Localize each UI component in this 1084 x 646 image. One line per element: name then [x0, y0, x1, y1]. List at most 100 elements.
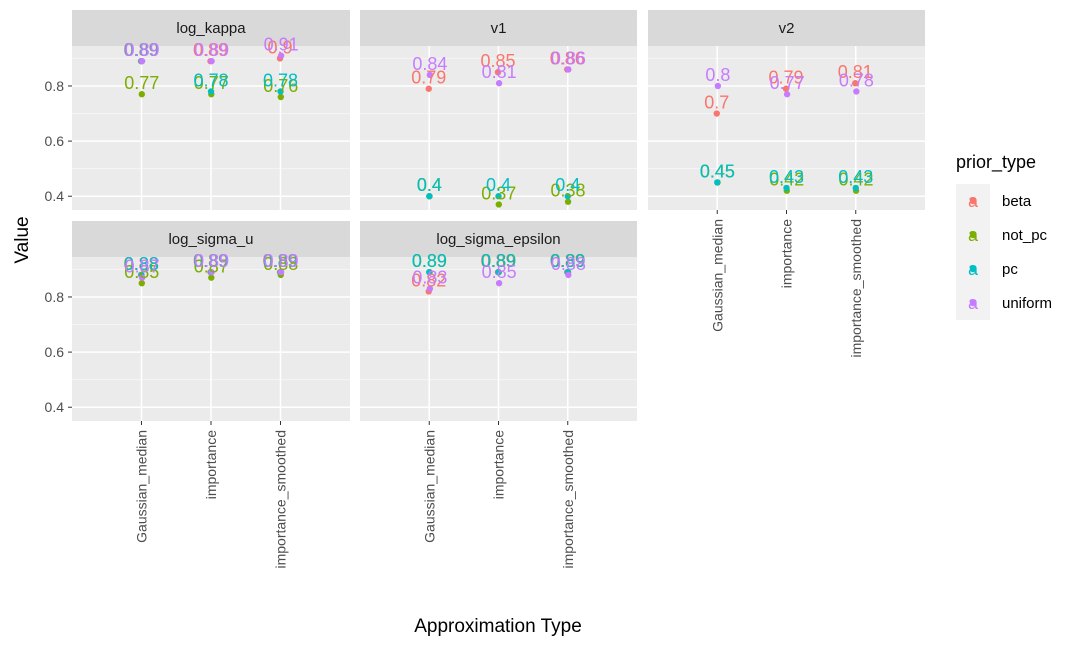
point-label-v1-pc-gaussian-median: 0.4: [417, 175, 442, 195]
point-label-log-sigma-epsilon-uniform-importance-smoothed: 0.88: [551, 254, 586, 274]
point-v2-uniform-importance: [783, 91, 791, 98]
point-v2-beta-importance-smoothed: [852, 80, 859, 87]
strip-v2: [648, 10, 925, 46]
point-v1-uniform-importance: [495, 80, 503, 87]
point-label-log-sigma-epsilon-beta-gaussian-median: 0.82: [411, 270, 446, 290]
y-tick-label: 0.6: [45, 133, 65, 149]
point-v2-pc-importance-smoothed: [852, 184, 859, 192]
point-label-log-sigma-u-beta-importance-smoothed: 0.89: [262, 251, 297, 271]
point-v1-pc-gaussian-median: [426, 193, 433, 200]
point-v2-pc-importance: [783, 184, 790, 192]
x-tick-label-importance: importance: [491, 430, 507, 499]
legend-label-pc: pc: [1002, 261, 1018, 278]
point-label-log-kappa-pc-gaussian-median: 0.89: [124, 40, 159, 60]
point-log-sigma-u-not_pc-gaussian-median: [138, 279, 145, 287]
x-axis-title: Approximation Type: [414, 616, 582, 637]
legend-key-glyph: a: [968, 225, 979, 245]
x-tick-label-importance: importance: [779, 219, 795, 288]
point-label-log-sigma-u-not_pc-importance: 0.87: [194, 257, 229, 277]
legend-key-glyph: a: [968, 293, 979, 313]
point-log-sigma-u-uniform-importance: [208, 268, 215, 276]
point-label-log-sigma-epsilon-not_pc-importance-smoothed: 0.89: [551, 251, 586, 271]
point-label-log-sigma-u-uniform-importance-smoothed: 0.89: [264, 251, 299, 271]
strip-log-kappa: [72, 10, 350, 46]
panel-log-kappa: log_kappa 0.4 0.6 0.8: [45, 10, 350, 210]
panel-log-sigma-epsilon: log_sigma_epsilon Gaussian_median importan…: [360, 221, 637, 569]
point-label-v2-beta-importance: 0.79: [768, 68, 803, 88]
point-log-sigma-u-uniform-gaussian-median: [138, 274, 146, 281]
strip-log-sigma-u: [72, 221, 350, 257]
point-label-log-sigma-epsilon-pc-gaussian-median: 0.89: [412, 251, 447, 271]
point-label-log-kappa-not_pc-importance-smoothed: 0.76: [263, 76, 298, 96]
point-label-log-kappa-uniform-importance-smoothed: 0.91: [264, 35, 299, 55]
legend-item-beta: a beta: [956, 184, 1032, 218]
legend-key-point: [969, 231, 977, 239]
point-label-v1-uniform-importance-smoothed: 0.86: [551, 48, 586, 68]
point-log-kappa-uniform-importance: [208, 57, 215, 65]
legend-key-point: [969, 299, 977, 307]
point-log-kappa-not_pc-gaussian-median: [138, 91, 145, 98]
point-label-log-kappa-not_pc-importance: 0.77: [194, 73, 229, 93]
point-log-sigma-epsilon-pc-gaussian-median: [426, 268, 433, 276]
point-log-sigma-epsilon-uniform-gaussian-median: [426, 285, 434, 292]
point-label-v2-beta-importance-smoothed: 0.81: [838, 62, 873, 82]
legend-label-not-pc: not_pc: [1002, 227, 1048, 244]
point-label-log-sigma-u-uniform-importance: 0.89: [194, 251, 229, 271]
point-label-v2-uniform-importance: 0.77: [770, 73, 805, 93]
point-label-log-sigma-epsilon-pc-importance-smoothed: 0.89: [550, 251, 585, 271]
y-tick-label: 0.4: [45, 399, 65, 415]
point-log-kappa-pc-importance: [207, 88, 215, 95]
y-tick-label: 0.4: [45, 188, 65, 204]
point-label-v2-not_pc-importance-smoothed: 0.42: [839, 170, 874, 190]
strip-log-sigma-epsilon: [360, 221, 637, 257]
point-label-log-sigma-u-not_pc-gaussian-median: 0.85: [124, 262, 159, 282]
point-label-log-sigma-u-pc-importance-smoothed: 0.89: [263, 251, 298, 271]
legend-label-beta: beta: [1002, 193, 1032, 210]
point-label-log-kappa-uniform-importance: 0.89: [194, 40, 229, 60]
point-label-log-sigma-epsilon-pc-importance: 0.89: [481, 251, 516, 271]
point-label-log-kappa-beta-importance-smoothed: 0.9: [267, 37, 292, 57]
point-label-log-kappa-uniform-gaussian-median: 0.89: [125, 40, 160, 60]
point-v1-beta-gaussian-median: [425, 85, 432, 92]
strip-label-log-kappa: log_kappa: [176, 20, 246, 37]
point-label-v2-pc-importance-smoothed: 0.43: [838, 167, 873, 187]
point-label-log-sigma-epsilon-not_pc-gaussian-median: 0.89: [412, 251, 447, 271]
point-label-v1-not_pc-importance-smoothed: 0.38: [551, 181, 586, 201]
legend-item-pc: a pc: [956, 252, 1018, 286]
point-label-v2-uniform-gaussian-median: 0.8: [705, 65, 730, 85]
point-label-log-sigma-epsilon-uniform-gaussian-median: 0.83: [412, 268, 447, 288]
point-label-v1-uniform-gaussian-median: 0.84: [412, 54, 447, 74]
strip-label-log-sigma-epsilon: log_sigma_epsilon: [436, 231, 560, 248]
panel-v2: v2 Gaussian_median importance importance_sm…: [648, 10, 925, 358]
point-label-v2-not_pc-gaussian-median: 0.45: [700, 161, 735, 181]
y-tick-label: 0.6: [45, 344, 65, 360]
point-log-sigma-epsilon-uniform-importance: [495, 279, 503, 287]
point-v2-pc-gaussian-median: [714, 179, 721, 186]
legend-item-not-pc: a not_pc: [956, 218, 1048, 252]
point-log-kappa-not_pc-importance-smoothed: [277, 93, 284, 101]
point-label-log-sigma-epsilon-not_pc-importance: 0.89: [481, 251, 516, 271]
strip-label-v1: v1: [491, 20, 507, 37]
point-v1-beta-importance: [494, 68, 502, 76]
point-label-v2-pc-importance: 0.43: [769, 167, 804, 187]
point-v2-beta-importance: [782, 85, 790, 92]
point-label-v2-not_pc-importance: 0.42: [769, 170, 804, 190]
point-log-kappa-pc-importance-smoothed: [277, 88, 284, 95]
x-tick-label-importance-smoothed: importance_smoothed: [560, 430, 576, 569]
point-v1-pc-importance: [495, 193, 502, 200]
point-log-kappa-uniform-importance-smoothed: [277, 52, 285, 59]
point-label-v1-not_pc-importance: 0.37: [481, 183, 516, 203]
x-tick-label-importance: importance: [203, 430, 219, 499]
legend-key-glyph: a: [968, 259, 979, 279]
point-v1-not_pc-importance-smoothed: [564, 198, 572, 205]
point-v2-uniform-gaussian-median: [714, 82, 722, 90]
legend-key-point: [969, 265, 977, 273]
point-v1-uniform-importance-smoothed: [565, 66, 572, 73]
point-label-v1-beta-importance-smoothed: 0.86: [550, 48, 585, 68]
strip-v1: [360, 10, 637, 46]
y-tick-label: 0.8: [45, 289, 65, 305]
x-tick-label-gaussian-median: Gaussian_median: [709, 219, 725, 332]
strip-label-v2: v2: [779, 20, 795, 37]
point-label-v2-pc-gaussian-median: 0.45: [700, 161, 735, 181]
